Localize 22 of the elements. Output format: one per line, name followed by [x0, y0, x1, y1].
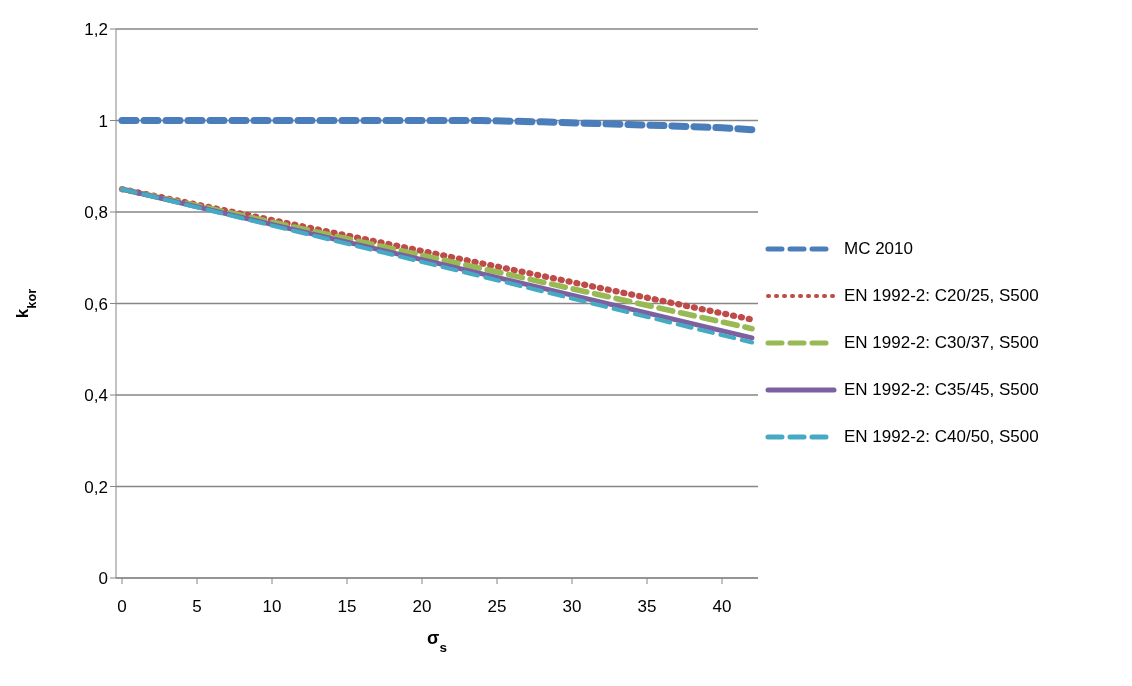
- legend-label: EN 1992-2: C40/50, S500: [844, 427, 1039, 447]
- x-tick-label: 5: [192, 597, 202, 617]
- x-axis-title: σ$_{s}$: [427, 628, 447, 655]
- legend-label: EN 1992-2: C35/45, S500: [844, 380, 1039, 400]
- legend-label: MC 2010: [844, 239, 913, 259]
- legend-label: EN 1992-2: C30/37, S500: [844, 333, 1039, 353]
- y-tick-label: 0,4: [84, 386, 108, 406]
- y-tick-label: 1: [98, 111, 108, 131]
- x-tick-label: 25: [487, 597, 507, 617]
- y-tick-label: 0,8: [84, 203, 108, 223]
- x-tick-label: 20: [412, 597, 432, 617]
- x-tick-label: 10: [262, 597, 282, 617]
- x-tick-label: 35: [637, 597, 657, 617]
- x-tick-label: 40: [712, 597, 732, 617]
- y-tick-label: 0,2: [84, 477, 108, 497]
- y-tick-label: 0: [98, 569, 108, 589]
- x-tick-label: 30: [562, 597, 582, 617]
- y-tick-label: 0,6: [84, 294, 108, 314]
- y-tick-label: 1,2: [84, 20, 108, 40]
- x-tick-label: 0: [117, 597, 127, 617]
- x-tick-label: 15: [337, 597, 357, 617]
- legend-label: EN 1992-2: C20/25, S500: [844, 286, 1039, 306]
